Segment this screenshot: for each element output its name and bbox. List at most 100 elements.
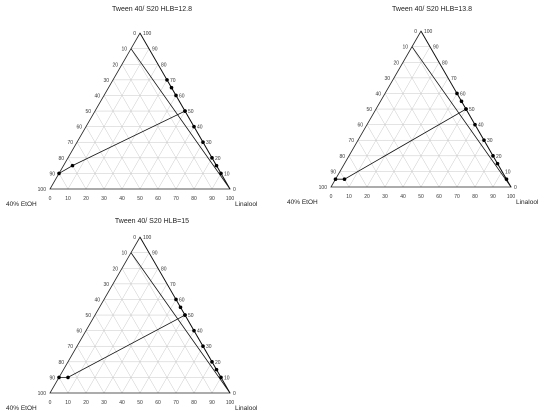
- tick-label-left: 0: [133, 235, 136, 241]
- tick-label-left: 70: [67, 344, 73, 350]
- tick-label-bottom: 100: [507, 194, 516, 200]
- tick-label-right: 90: [152, 251, 158, 257]
- data-point: [183, 313, 187, 317]
- tick-label-right: 60: [179, 297, 185, 303]
- tick-label-right: 0: [233, 391, 236, 397]
- tick-label-left: 60: [76, 125, 82, 131]
- dilution-line: [130, 48, 231, 190]
- tick-label-bottom: 10: [65, 196, 71, 202]
- tick-label-bottom: 30: [101, 400, 107, 406]
- tick-label-bottom: 40: [400, 194, 406, 200]
- tick-label-right: 80: [161, 266, 167, 272]
- tick-label-right: 10: [224, 171, 230, 177]
- tick-label-right: 60: [179, 93, 185, 99]
- gridline: [157, 330, 195, 394]
- tick-label-bottom: 50: [137, 400, 143, 406]
- tick-label-bottom: 20: [364, 194, 370, 200]
- gridline: [348, 46, 431, 188]
- tick-label-bottom: 60: [436, 194, 442, 200]
- tick-label-bottom: 20: [83, 196, 89, 202]
- data-point: [66, 375, 70, 380]
- data-point: [201, 140, 205, 145]
- tick-label-left: 50: [366, 107, 372, 113]
- tick-label-left: 80: [339, 154, 345, 160]
- data-point: [459, 99, 464, 104]
- gridline: [112, 79, 177, 190]
- data-point: [57, 171, 61, 176]
- gridline: [58, 377, 69, 394]
- tick-label-bottom: 10: [346, 194, 352, 200]
- tick-label-right: 20: [215, 156, 221, 162]
- data-point: [174, 297, 178, 302]
- data-point: [482, 138, 486, 143]
- tick-label-bottom: 100: [226, 196, 235, 202]
- tick-label-bottom: 60: [155, 196, 161, 202]
- tick-label-left: 10: [121, 251, 127, 257]
- tick-label-left: 50: [85, 313, 91, 319]
- gridline: [139, 314, 186, 394]
- gridline: [211, 377, 222, 394]
- data-point: [70, 163, 75, 168]
- tick-label-right: 100: [143, 31, 152, 37]
- tick-label-right: 20: [496, 154, 502, 160]
- data-point: [342, 177, 347, 182]
- gridline: [58, 173, 69, 190]
- tick-label-left: 50: [85, 109, 91, 115]
- data-point: [178, 305, 183, 310]
- ternary-chart-2: Tween 40/ S20 HLB=13.8 0 0 0 10 10 10 20 20 20 30 3…: [287, 6, 539, 206]
- data-point: [165, 78, 169, 82]
- right-corner-label: Linalool: [516, 199, 539, 206]
- tick-label-bottom: 0: [330, 194, 333, 200]
- tick-label-bottom: 90: [209, 196, 215, 202]
- tick-label-left: 70: [348, 138, 354, 144]
- data-point: [210, 360, 214, 364]
- tick-label-bottom: 40: [119, 400, 125, 406]
- tick-label-left: 40: [94, 297, 100, 303]
- gridline: [67, 48, 150, 190]
- data-point: [57, 375, 61, 380]
- gridline: [94, 110, 141, 190]
- tick-label-bottom: 80: [472, 194, 478, 200]
- tick-label-right: 50: [188, 313, 194, 319]
- gridline: [139, 110, 186, 190]
- left-corner-label: 40% EtOH: [287, 199, 318, 206]
- tick-label-left: 20: [112, 62, 118, 68]
- gridline: [67, 252, 150, 394]
- tick-label-bottom: 10: [65, 400, 71, 406]
- tick-label-right: 90: [433, 45, 439, 51]
- tick-label-bottom: 90: [209, 400, 215, 406]
- ternary-chart-1: Tween 40/ S20 HLB=12.8 0 0 0 10 10 10 20 20 20 30 3…: [6, 6, 258, 208]
- gridline: [130, 252, 213, 394]
- tick-label-right: 10: [505, 169, 511, 175]
- data-point: [504, 177, 509, 182]
- tick-label-left: 10: [402, 45, 408, 51]
- data-point: [174, 93, 178, 98]
- tick-label-left: 80: [58, 156, 64, 162]
- data-point: [495, 161, 500, 166]
- phase-boundary-line: [59, 299, 222, 378]
- data-point: [219, 171, 223, 176]
- data-point: [455, 91, 459, 96]
- gridline: [438, 124, 476, 188]
- tick-label-left: 70: [67, 140, 73, 146]
- tick-label-left: 60: [76, 329, 82, 335]
- gridline: [76, 142, 105, 190]
- gridline: [474, 155, 494, 188]
- data-point: [214, 163, 219, 168]
- data-point: [210, 156, 214, 160]
- tick-label-bottom: 70: [454, 194, 460, 200]
- tick-label-bottom: 0: [49, 196, 52, 202]
- tick-label-left: 0: [133, 31, 136, 37]
- data-point: [192, 328, 196, 333]
- data-point: [219, 375, 223, 380]
- data-point: [183, 109, 187, 113]
- gridline: [420, 108, 467, 188]
- gridline: [157, 126, 195, 190]
- tick-label-right: 80: [442, 60, 448, 66]
- gridline: [175, 142, 204, 190]
- tick-label-left: 0: [414, 29, 417, 35]
- gridline: [85, 330, 123, 394]
- tick-label-bottom: 80: [191, 196, 197, 202]
- tick-label-right: 20: [215, 360, 221, 366]
